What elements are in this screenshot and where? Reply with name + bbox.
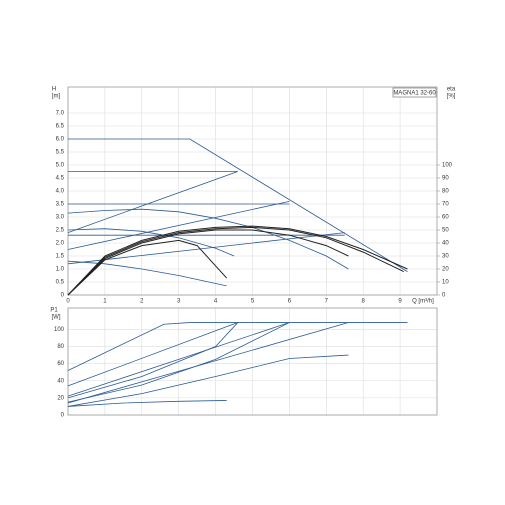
curve bbox=[67, 229, 349, 296]
y2-tick-label: 30 bbox=[442, 254, 449, 260]
y-tick-label: 0.5 bbox=[56, 280, 65, 286]
curve bbox=[67, 322, 239, 399]
y2-tick-label: 80 bbox=[442, 189, 449, 195]
y-tick-label: 3.5 bbox=[56, 202, 65, 208]
curve bbox=[67, 322, 290, 403]
x-tick-label: 1 bbox=[103, 299, 107, 305]
y-tick-label: 0 bbox=[61, 413, 65, 419]
y-tick-label: 4.0 bbox=[56, 189, 65, 195]
y-tick-label: 6.0 bbox=[56, 137, 65, 143]
y2-tick-label: 90 bbox=[442, 176, 449, 182]
y-tick-label: 2.0 bbox=[56, 241, 65, 247]
curve bbox=[67, 354, 349, 407]
curve bbox=[67, 226, 405, 296]
legend-title: MAGNA1 32-60 bbox=[393, 90, 436, 96]
y2-tick-label: 40 bbox=[442, 241, 449, 247]
x-tick-label: 3 bbox=[177, 299, 181, 305]
y-tick-label: 0 bbox=[61, 293, 65, 299]
y-tick-label: 3.0 bbox=[56, 215, 65, 221]
y-axis-unit: [m] bbox=[52, 94, 61, 100]
plot-frame bbox=[67, 307, 438, 416]
y2-axis-label: eta bbox=[447, 87, 456, 93]
y-tick-label: 20 bbox=[57, 395, 64, 401]
curve bbox=[67, 322, 349, 404]
curve bbox=[67, 232, 345, 265]
y2-tick-label: 70 bbox=[442, 202, 449, 208]
curve bbox=[67, 400, 227, 407]
y-tick-label: 4.5 bbox=[56, 176, 65, 182]
y2-tick-label: 60 bbox=[442, 215, 449, 221]
y-tick-label: 1.5 bbox=[56, 254, 65, 260]
x-tick-label: 8 bbox=[362, 299, 366, 305]
x-tick-label: 2 bbox=[140, 299, 144, 305]
y-tick-label: 6.5 bbox=[56, 124, 65, 130]
y-tick-label: 2.5 bbox=[56, 228, 65, 234]
y-axis-label: P1 bbox=[50, 308, 58, 314]
curve bbox=[67, 322, 408, 371]
curve bbox=[67, 225, 408, 296]
x-tick-label: 9 bbox=[398, 299, 402, 305]
y-axis-unit: [W] bbox=[52, 315, 61, 321]
y2-tick-label: 0 bbox=[442, 293, 446, 299]
y-tick-label: 5.0 bbox=[56, 163, 65, 169]
y-tick-label: 60 bbox=[57, 361, 64, 367]
curve bbox=[67, 208, 349, 270]
curve bbox=[67, 322, 290, 397]
x-tick-label: 6 bbox=[288, 299, 292, 305]
y2-tick-label: 10 bbox=[442, 280, 449, 286]
y-tick-label: 40 bbox=[57, 378, 64, 384]
x-axis-label: Q [m³/h] bbox=[412, 299, 434, 305]
y-tick-label: 100 bbox=[54, 327, 65, 333]
x-tick-label: 0 bbox=[66, 299, 70, 305]
curve bbox=[67, 260, 227, 287]
curve bbox=[67, 322, 238, 387]
curve bbox=[67, 201, 290, 250]
y-tick-label: 7.0 bbox=[56, 111, 65, 117]
y2-tick-label: 20 bbox=[442, 267, 449, 273]
x-tick-label: 7 bbox=[325, 299, 329, 305]
x-tick-label: 4 bbox=[214, 299, 218, 305]
y-tick-label: 1.0 bbox=[56, 267, 65, 273]
curve bbox=[68, 138, 408, 272]
y-tick-label: 80 bbox=[57, 344, 64, 350]
y-axis-label: H bbox=[52, 87, 56, 93]
y2-tick-label: 100 bbox=[442, 163, 453, 169]
y2-tick-label: 50 bbox=[442, 228, 449, 234]
x-tick-label: 5 bbox=[251, 299, 255, 305]
curve bbox=[67, 239, 228, 296]
legend-box bbox=[392, 87, 437, 98]
curve bbox=[67, 228, 235, 257]
y-tick-label: 5.5 bbox=[56, 150, 65, 156]
curve bbox=[67, 171, 238, 233]
y2-axis-unit: [%] bbox=[447, 94, 456, 100]
